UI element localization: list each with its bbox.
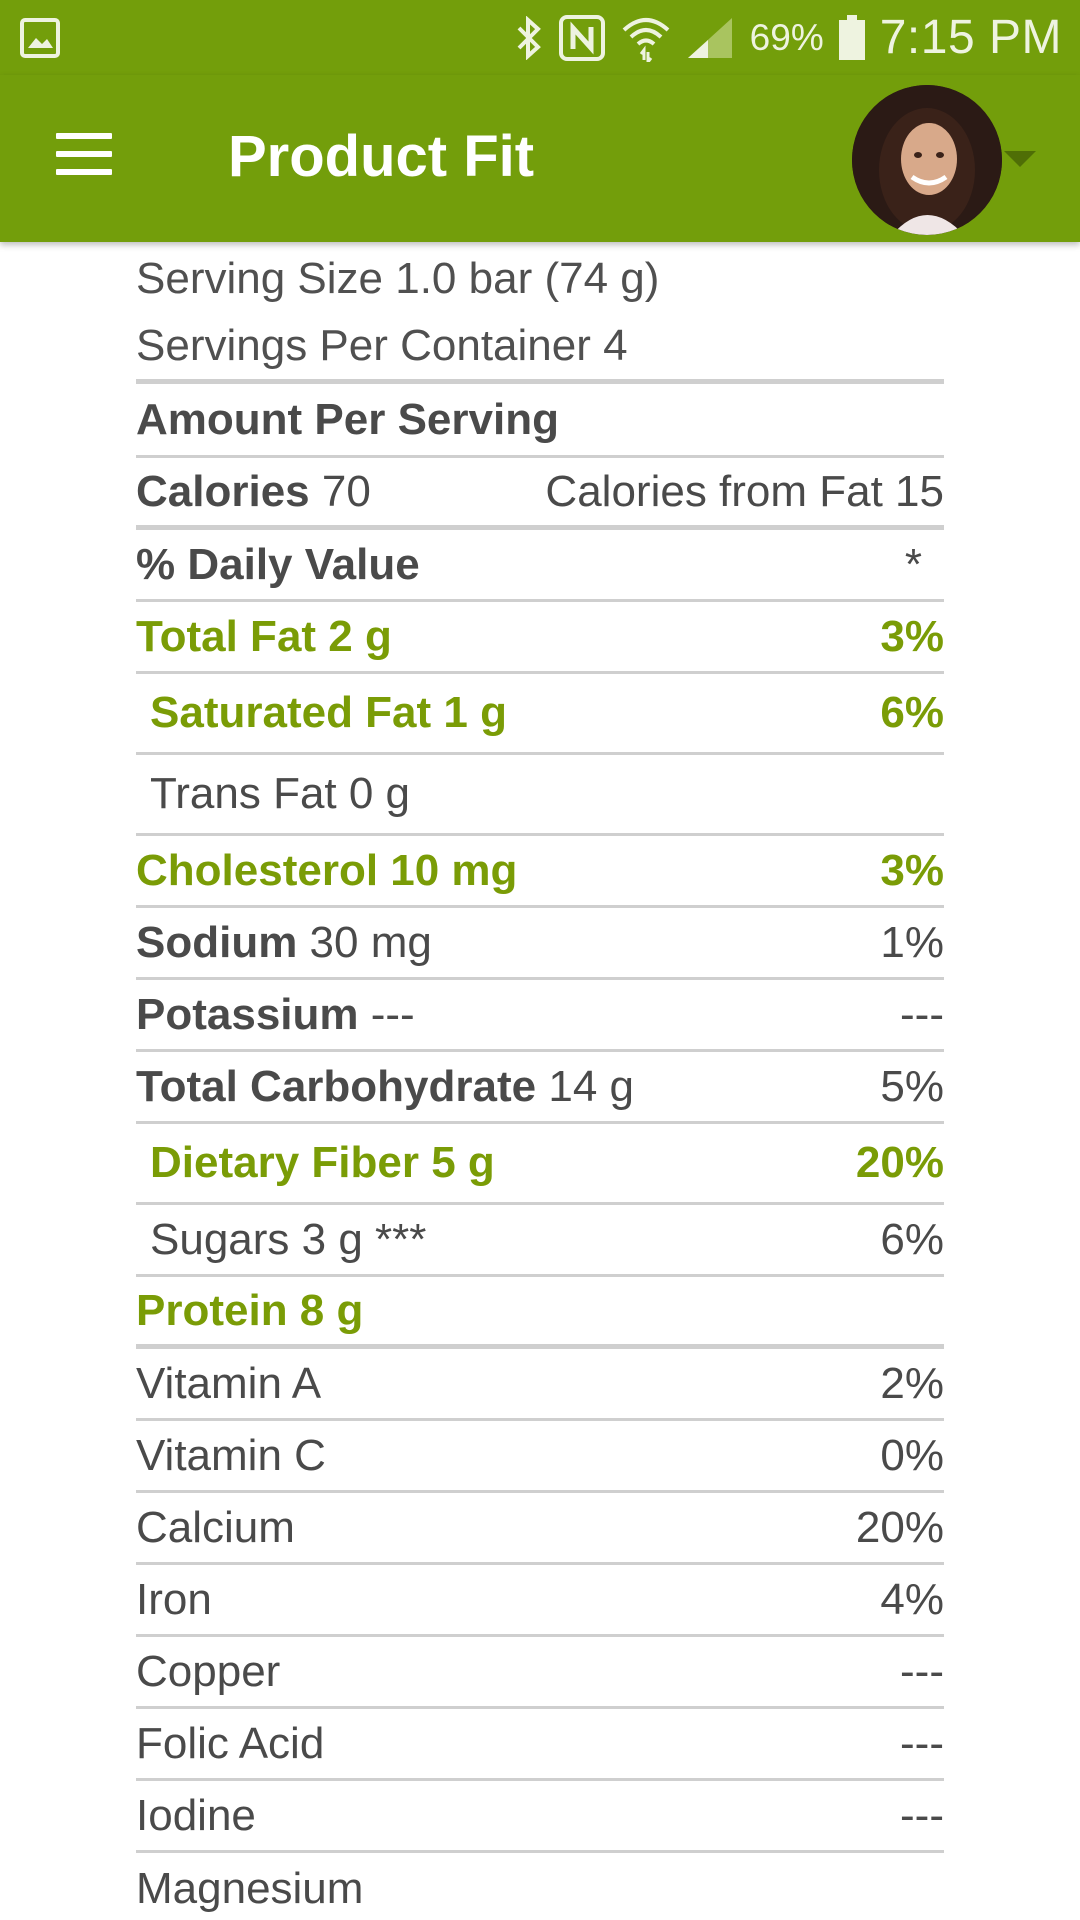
total-fat-row: Total Fat 2 g 3% bbox=[136, 602, 944, 674]
vitamin-row: Magnesium bbox=[136, 1853, 944, 1920]
gallery-icon bbox=[20, 18, 60, 58]
sugars-row: Sugars 3 g *** 6% bbox=[136, 1205, 944, 1277]
potassium-amount: --- bbox=[358, 989, 415, 1039]
servings-per-container: Servings Per Container 4 bbox=[136, 312, 944, 384]
potassium-dv: --- bbox=[900, 989, 944, 1039]
sodium-row: Sodium 30 mg 1% bbox=[136, 908, 944, 980]
vitamin-dv: 2% bbox=[880, 1358, 944, 1408]
vitamin-name: Folic Acid bbox=[136, 1718, 325, 1768]
saturated-fat-row: Saturated Fat 1 g 6% bbox=[136, 674, 944, 755]
saturated-fat-label: Saturated Fat 1 g bbox=[150, 688, 507, 737]
protein-label: Protein 8 g bbox=[136, 1285, 364, 1335]
sugars-label: Sugars 3 g *** bbox=[150, 1214, 427, 1264]
sugars-dv: 6% bbox=[880, 1214, 944, 1264]
bluetooth-icon bbox=[514, 15, 544, 60]
vitamin-row: Iodine --- bbox=[136, 1781, 944, 1853]
total-carbohydrate-dv: 5% bbox=[880, 1061, 944, 1111]
trans-fat-row: Trans Fat 0 g bbox=[136, 755, 944, 836]
saturated-fat-dv: 6% bbox=[880, 688, 944, 737]
total-carbohydrate-row: Total Carbohydrate 14 g 5% bbox=[136, 1052, 944, 1124]
vitamin-row: Vitamin C 0% bbox=[136, 1421, 944, 1493]
vitamin-name: Copper bbox=[136, 1646, 281, 1696]
total-carbohydrate-cell: Total Carbohydrate 14 g bbox=[136, 1062, 634, 1112]
cholesterol-row: Cholesterol 10 mg 3% bbox=[136, 836, 944, 908]
vitamin-name: Iron bbox=[136, 1574, 212, 1624]
vitamin-row: Vitamin A 2% bbox=[136, 1349, 944, 1421]
dietary-fiber-row: Dietary Fiber 5 g 20% bbox=[136, 1124, 944, 1205]
status-icons: 69% 7:15 PM bbox=[514, 0, 1062, 75]
calories-label: Calories bbox=[136, 466, 310, 516]
daily-value-mark: * bbox=[904, 539, 922, 589]
vitamin-name: Iodine bbox=[136, 1790, 256, 1840]
calories-from-fat: Calories from Fat 15 bbox=[545, 466, 944, 516]
protein-row: Protein 8 g bbox=[136, 1277, 944, 1349]
calories-cell: Calories 70 bbox=[136, 467, 371, 517]
daily-value-label: % Daily Value bbox=[136, 539, 420, 589]
potassium-cell: Potassium --- bbox=[136, 990, 415, 1040]
vitamin-row: Iron 4% bbox=[136, 1565, 944, 1637]
sodium-cell: Sodium 30 mg bbox=[136, 918, 432, 968]
amount-per-serving-label: Amount Per Serving bbox=[136, 394, 559, 444]
dietary-fiber-label: Dietary Fiber 5 g bbox=[150, 1138, 495, 1187]
daily-value-row: % Daily Value * bbox=[136, 530, 944, 602]
calories-value: 70 bbox=[309, 466, 371, 516]
cholesterol-dv: 3% bbox=[880, 845, 944, 895]
status-bar: 69% 7:15 PM bbox=[0, 0, 1080, 75]
vitamin-row: Copper --- bbox=[136, 1637, 944, 1709]
total-carbohydrate-amount: 14 g bbox=[536, 1061, 634, 1111]
page-title: Product Fit bbox=[228, 124, 535, 189]
vitamin-name: Vitamin A bbox=[136, 1358, 322, 1408]
potassium-label: Potassium bbox=[136, 989, 359, 1039]
calories-row: Calories 70 Calories from Fat 15 bbox=[136, 458, 944, 530]
serving-size: Serving Size 1.0 bar (74 g) bbox=[136, 254, 660, 303]
sodium-label: Sodium bbox=[136, 917, 298, 967]
vitamin-name: Vitamin C bbox=[136, 1430, 326, 1480]
wifi-icon bbox=[620, 14, 672, 62]
total-fat-label: Total Fat 2 g bbox=[136, 611, 392, 661]
nutrition-facts-panel: Serving Size 1.0 bar (74 g) Servings Per… bbox=[136, 245, 944, 1920]
cholesterol-label: Cholesterol 10 mg bbox=[136, 845, 518, 895]
vitamin-dv: 4% bbox=[880, 1574, 944, 1624]
app-bar: Product Fit bbox=[0, 75, 1080, 242]
amount-per-serving-row: Amount Per Serving bbox=[136, 384, 944, 458]
battery-percent: 69% bbox=[749, 16, 824, 58]
vitamin-dv: --- bbox=[900, 1646, 944, 1696]
signal-icon bbox=[686, 16, 736, 60]
vitamin-row: Folic Acid --- bbox=[136, 1709, 944, 1781]
account-switcher[interactable] bbox=[852, 85, 1052, 235]
battery-icon bbox=[838, 14, 866, 61]
vitamin-row: Calcium 20% bbox=[136, 1493, 944, 1565]
vitamin-name: Calcium bbox=[136, 1502, 295, 1552]
nfc-icon bbox=[558, 14, 606, 62]
avatar bbox=[852, 85, 1002, 235]
potassium-row: Potassium --- --- bbox=[136, 980, 944, 1052]
hamburger-menu-icon[interactable] bbox=[50, 125, 120, 185]
total-fat-dv: 3% bbox=[880, 611, 944, 661]
vitamin-name: Magnesium bbox=[136, 1864, 364, 1913]
clock: 7:15 PM bbox=[879, 11, 1062, 64]
trans-fat-label: Trans Fat 0 g bbox=[150, 769, 411, 818]
vitamin-dv: 0% bbox=[880, 1430, 944, 1480]
vitamin-dv: --- bbox=[900, 1718, 944, 1768]
sodium-dv: 1% bbox=[880, 917, 944, 967]
vitamin-dv: --- bbox=[900, 1790, 944, 1840]
sodium-amount: 30 mg bbox=[297, 917, 432, 967]
vitamin-dv: 20% bbox=[855, 1502, 944, 1552]
dropdown-caret-icon bbox=[1004, 151, 1036, 167]
total-carbohydrate-label: Total Carbohydrate bbox=[136, 1061, 537, 1111]
dietary-fiber-dv: 20% bbox=[855, 1138, 944, 1187]
